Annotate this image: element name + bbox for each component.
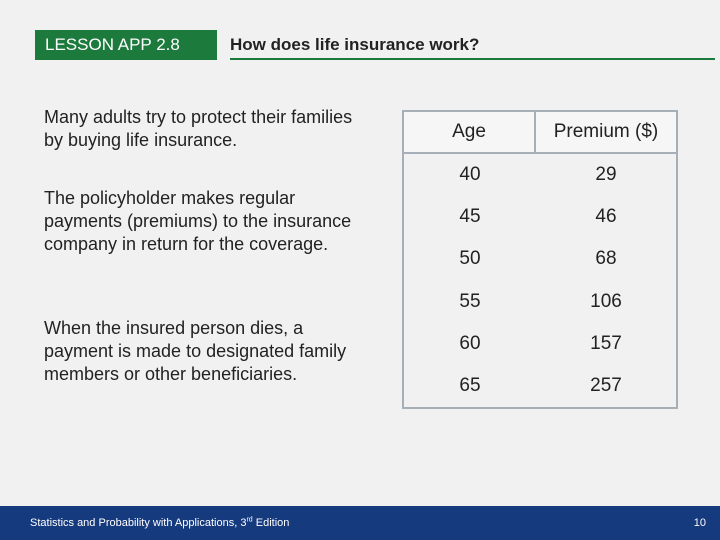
- age-cell: 40: [459, 164, 481, 186]
- table-row: 45 46: [404, 196, 676, 238]
- table-header-row: Age Premium ($): [404, 112, 676, 154]
- premium-table: Age Premium ($) 40 29 45 46 50 68 55 106…: [402, 110, 678, 409]
- age-cell: 60: [459, 332, 481, 354]
- premium-cell: 106: [590, 290, 622, 312]
- premium-cell: 257: [590, 375, 622, 397]
- table-row: 55 106: [404, 281, 676, 323]
- title-underline: [230, 58, 715, 60]
- table-row: 40 29: [404, 154, 676, 196]
- table-row: 60 157: [404, 323, 676, 365]
- age-cell: 65: [459, 375, 481, 397]
- table-row: 50 68: [404, 238, 676, 280]
- header-premium: Premium ($): [553, 121, 659, 142]
- footer-text-sup: rd: [246, 516, 253, 524]
- age-cell: 55: [459, 290, 481, 312]
- header-age: Age: [404, 112, 536, 152]
- beneficiaries-paragraph: When the insured person dies, a payment …: [44, 318, 347, 384]
- footer-bar: Statistics and Probability with Applicat…: [0, 506, 720, 540]
- footer-text-prefix: Statistics and Probability with Applicat…: [30, 517, 247, 529]
- footer-citation: Statistics and Probability with Applicat…: [30, 516, 289, 530]
- table-row: 65 257: [404, 365, 676, 407]
- page-title: How does life insurance work?: [230, 35, 480, 54]
- premiums-paragraph: The policyholder makes regular payments …: [44, 188, 352, 254]
- lesson-label: LESSON APP 2.8: [35, 30, 217, 60]
- age-cell: 50: [459, 248, 481, 270]
- age-cell: 45: [459, 206, 481, 228]
- premium-cell: 157: [590, 332, 622, 354]
- page-number: 10: [693, 517, 706, 529]
- premium-cell: 29: [595, 164, 617, 186]
- footer-text-suffix: Edition: [252, 517, 290, 529]
- premium-cell: 46: [595, 206, 617, 228]
- premium-cell: 68: [595, 248, 617, 270]
- intro-paragraph: Many adults try to protect their familie…: [44, 107, 353, 150]
